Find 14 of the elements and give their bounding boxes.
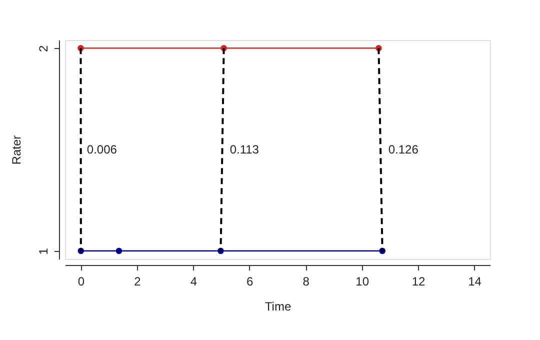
x-tick-label: 14	[468, 274, 482, 288]
annotation: 0.006	[86, 142, 118, 156]
x-tick-label: 10	[356, 274, 370, 288]
y-axis-title: Rater	[10, 135, 24, 165]
x-tick-label: 4	[190, 274, 198, 288]
annotation: 0.113	[230, 142, 260, 156]
x-tick-label: 12	[412, 274, 426, 288]
x-tick-label: 6	[246, 274, 254, 288]
x-tick-label: 2	[134, 274, 142, 288]
annotation: 0.126	[388, 142, 419, 156]
x-tick-label: 0	[78, 274, 85, 288]
x-tick-label: 8	[302, 274, 310, 288]
y-tick-label: 1	[36, 248, 50, 255]
x-axis-title: Time	[264, 300, 292, 314]
